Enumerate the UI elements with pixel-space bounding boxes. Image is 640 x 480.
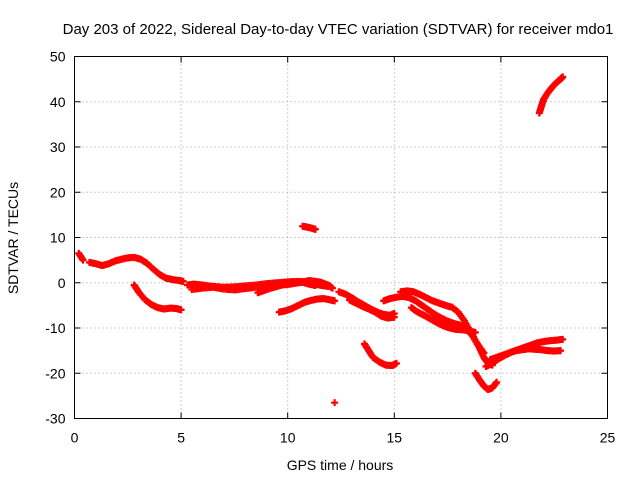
data-point — [79, 256, 87, 264]
series-arc6 — [254, 278, 319, 297]
x-tick-label: 5 — [177, 430, 185, 446]
grid-lines — [74, 56, 608, 419]
x-tick-label: 0 — [71, 430, 79, 446]
data-point — [392, 359, 400, 367]
data-point — [471, 329, 479, 337]
series-arc18 — [471, 369, 501, 394]
data-points — [75, 73, 567, 407]
chart-title: Day 203 of 2022, Sidereal Day-to-day VTE… — [63, 21, 614, 38]
data-point — [177, 306, 185, 314]
axis-ticks: 0 5 10 15 20 25 -30 -20 -10 0 10 20 30 40 50 — [45, 49, 615, 446]
series-arc10 — [335, 288, 398, 319]
data-point — [559, 73, 567, 81]
data-point — [331, 297, 339, 305]
data-point — [328, 284, 336, 292]
data-point — [480, 349, 488, 357]
series-arc19 — [535, 73, 567, 117]
x-tick-label: 25 — [600, 430, 616, 446]
data-point — [493, 378, 501, 386]
y-tick-label: 30 — [50, 139, 66, 155]
data-point — [179, 277, 187, 285]
x-tick-label: 20 — [493, 430, 509, 446]
y-tick-label: 0 — [58, 275, 66, 291]
x-tick-label: 10 — [280, 430, 296, 446]
y-tick-label: -10 — [45, 320, 65, 336]
data-point — [311, 225, 319, 233]
series-arc7 — [275, 295, 339, 316]
series-arc2 — [85, 253, 187, 285]
series-arc11 — [346, 296, 398, 322]
y-tick-label: -30 — [45, 411, 65, 427]
series-arc9 — [331, 399, 339, 407]
y-tick-label: 40 — [50, 94, 66, 110]
y-tick-label: 50 — [50, 49, 66, 65]
data-point — [311, 281, 319, 289]
series-arc3 — [130, 281, 185, 314]
series-arc1 — [75, 249, 87, 264]
y-axis-label: SDTVAR / TECUs — [5, 182, 21, 294]
series-arc8 — [299, 222, 319, 233]
series-arc15 — [407, 304, 479, 337]
x-tick-label: 15 — [387, 430, 403, 446]
y-tick-label: 20 — [50, 184, 66, 200]
plot-frame — [74, 56, 608, 419]
data-point — [331, 399, 339, 407]
y-tick-label: 10 — [50, 230, 66, 246]
x-axis-label: GPS time / hours — [287, 457, 394, 473]
series-arc17 — [486, 345, 565, 364]
series-arc14 — [397, 287, 488, 357]
data-point — [557, 347, 565, 355]
y-tick-label: -20 — [45, 365, 65, 381]
data-point — [390, 313, 398, 321]
series-arc12 — [360, 340, 400, 370]
data-point — [559, 335, 567, 343]
